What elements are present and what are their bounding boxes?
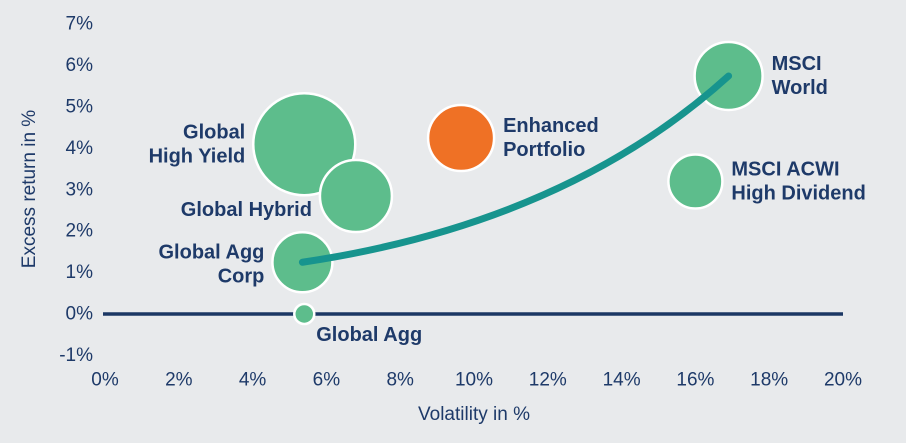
- bubble-enhanced-portfolio: [426, 103, 496, 173]
- bubble-label-msci-acwi-high-dividend-line1: MSCI ACWI: [731, 159, 839, 181]
- x-tick-label-10: 10%: [455, 370, 493, 391]
- y-tick-label-1: 1%: [66, 262, 94, 283]
- bubble-label-global-agg-corp-line1: Global Agg: [158, 241, 264, 263]
- x-axis-title: Volatility in %: [418, 404, 530, 425]
- x-tick-label-0: 0%: [91, 370, 119, 391]
- x-tick-label-2: 2%: [165, 370, 193, 391]
- y-axis-title: Excess return in %: [19, 109, 40, 269]
- y-tick-label-6: 6%: [66, 55, 94, 76]
- y-tick-label-7: 7%: [66, 14, 94, 35]
- x-tick-label-20: 20%: [824, 370, 862, 391]
- bubble-label-enhanced-portfolio-line2: Portfolio: [503, 139, 585, 161]
- y-tick-label-3: 3%: [66, 179, 94, 200]
- x-tick-label-8: 8%: [386, 370, 414, 391]
- bubble-label-enhanced-portfolio-line1: Enhanced: [503, 115, 599, 137]
- bubble-label-global-agg-corp-line2: Corp: [218, 265, 265, 287]
- x-tick-label-14: 14%: [603, 370, 641, 391]
- y-tick-label-2: 2%: [66, 221, 94, 242]
- y-tick-label--1: -1%: [59, 345, 93, 366]
- bubble-label-global-agg-line1: Global Agg: [316, 324, 422, 346]
- bubble-global-hybrid: [318, 158, 394, 234]
- bubble-global-agg: [293, 302, 316, 326]
- bubble-label-global-high-yield-line1: Global: [183, 121, 245, 143]
- y-tick-label-0: 0%: [66, 304, 94, 325]
- bubble-label-msci-world-line2: World: [772, 77, 828, 99]
- x-tick-label-18: 18%: [750, 370, 788, 391]
- bubble-label-msci-world-line1: MSCI: [772, 53, 822, 75]
- bubble-label-global-hybrid-line1: Global Hybrid: [181, 199, 312, 221]
- y-tick-label-4: 4%: [66, 138, 94, 159]
- x-tick-label-4: 4%: [239, 370, 267, 391]
- trend-curve: [298, 72, 733, 266]
- x-tick-label-12: 12%: [529, 370, 567, 391]
- bubble-label-msci-acwi-high-dividend-line2: High Dividend: [731, 183, 865, 205]
- x-tick-label-6: 6%: [313, 370, 341, 391]
- x-tick-label-16: 16%: [676, 370, 714, 391]
- bubble-msci-acwi-high-dividend: [667, 153, 724, 210]
- y-tick-label-5: 5%: [66, 97, 94, 118]
- bubble-label-global-high-yield-line2: High Yield: [149, 145, 246, 167]
